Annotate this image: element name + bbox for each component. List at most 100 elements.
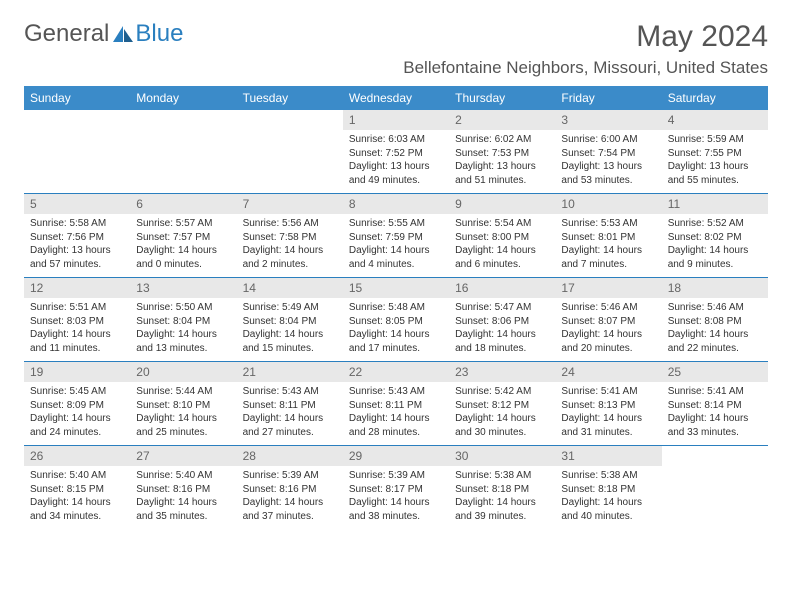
day-number: 5 bbox=[24, 194, 130, 214]
sunset-text: Sunset: 8:17 PM bbox=[349, 483, 443, 497]
sunrise-text: Sunrise: 5:46 AM bbox=[668, 301, 762, 315]
calendar-cell: 10Sunrise: 5:53 AMSunset: 8:01 PMDayligh… bbox=[555, 194, 661, 278]
calendar-cell bbox=[662, 446, 768, 530]
daylight-text: Daylight: 13 hours and 49 minutes. bbox=[349, 160, 443, 187]
day-number: 3 bbox=[555, 110, 661, 130]
calendar-row: 5Sunrise: 5:58 AMSunset: 7:56 PMDaylight… bbox=[24, 194, 768, 278]
day-content: Sunrise: 5:46 AMSunset: 8:08 PMDaylight:… bbox=[662, 298, 768, 361]
calendar-cell bbox=[24, 110, 130, 194]
daylight-text: Daylight: 14 hours and 11 minutes. bbox=[30, 328, 124, 355]
calendar-cell: 26Sunrise: 5:40 AMSunset: 8:15 PMDayligh… bbox=[24, 446, 130, 530]
calendar-cell: 13Sunrise: 5:50 AMSunset: 8:04 PMDayligh… bbox=[130, 278, 236, 362]
sunrise-text: Sunrise: 5:44 AM bbox=[136, 385, 230, 399]
sunset-text: Sunset: 8:09 PM bbox=[30, 399, 124, 413]
day-content: Sunrise: 5:38 AMSunset: 8:18 PMDaylight:… bbox=[449, 466, 555, 529]
daylight-text: Daylight: 14 hours and 27 minutes. bbox=[243, 412, 337, 439]
sunset-text: Sunset: 8:15 PM bbox=[30, 483, 124, 497]
sunset-text: Sunset: 7:56 PM bbox=[30, 231, 124, 245]
calendar-cell: 6Sunrise: 5:57 AMSunset: 7:57 PMDaylight… bbox=[130, 194, 236, 278]
daylight-text: Daylight: 14 hours and 7 minutes. bbox=[561, 244, 655, 271]
sunrise-text: Sunrise: 5:39 AM bbox=[349, 469, 443, 483]
daylight-text: Daylight: 14 hours and 17 minutes. bbox=[349, 328, 443, 355]
calendar-cell bbox=[130, 110, 236, 194]
day-content: Sunrise: 5:43 AMSunset: 8:11 PMDaylight:… bbox=[343, 382, 449, 445]
calendar-body: 1Sunrise: 6:03 AMSunset: 7:52 PMDaylight… bbox=[24, 110, 768, 529]
day-number: 2 bbox=[449, 110, 555, 130]
sunrise-text: Sunrise: 5:45 AM bbox=[30, 385, 124, 399]
day-number: 19 bbox=[24, 362, 130, 382]
sunrise-text: Sunrise: 5:42 AM bbox=[455, 385, 549, 399]
calendar-cell: 29Sunrise: 5:39 AMSunset: 8:17 PMDayligh… bbox=[343, 446, 449, 530]
day-number: 18 bbox=[662, 278, 768, 298]
calendar-table: Sunday Monday Tuesday Wednesday Thursday… bbox=[24, 86, 768, 529]
day-content: Sunrise: 5:39 AMSunset: 8:17 PMDaylight:… bbox=[343, 466, 449, 529]
sunrise-text: Sunrise: 6:00 AM bbox=[561, 133, 655, 147]
sunset-text: Sunset: 7:59 PM bbox=[349, 231, 443, 245]
daylight-text: Daylight: 14 hours and 30 minutes. bbox=[455, 412, 549, 439]
day-number: 17 bbox=[555, 278, 661, 298]
sunrise-text: Sunrise: 6:02 AM bbox=[455, 133, 549, 147]
sunrise-text: Sunrise: 5:51 AM bbox=[30, 301, 124, 315]
calendar-cell: 28Sunrise: 5:39 AMSunset: 8:16 PMDayligh… bbox=[237, 446, 343, 530]
sunset-text: Sunset: 8:14 PM bbox=[668, 399, 762, 413]
day-header: Thursday bbox=[449, 86, 555, 110]
day-content: Sunrise: 5:46 AMSunset: 8:07 PMDaylight:… bbox=[555, 298, 661, 361]
day-content: Sunrise: 6:00 AMSunset: 7:54 PMDaylight:… bbox=[555, 130, 661, 193]
sunset-text: Sunset: 7:58 PM bbox=[243, 231, 337, 245]
calendar-cell: 30Sunrise: 5:38 AMSunset: 8:18 PMDayligh… bbox=[449, 446, 555, 530]
day-header: Wednesday bbox=[343, 86, 449, 110]
daylight-text: Daylight: 14 hours and 37 minutes. bbox=[243, 496, 337, 523]
day-content: Sunrise: 6:03 AMSunset: 7:52 PMDaylight:… bbox=[343, 130, 449, 193]
day-number: 1 bbox=[343, 110, 449, 130]
sunset-text: Sunset: 7:55 PM bbox=[668, 147, 762, 161]
sunrise-text: Sunrise: 5:59 AM bbox=[668, 133, 762, 147]
calendar-row: 19 Sunrise: 5:45 AMSunset: 8:09 PM Dayligh… bbox=[24, 362, 768, 446]
daylight-text: Daylight: 14 hours and 6 minutes. bbox=[455, 244, 549, 271]
daylight-text: Daylight: 14 hours and 31 minutes. bbox=[561, 412, 655, 439]
calendar-cell: 23Sunrise: 5:42 AMSunset: 8:12 PMDayligh… bbox=[449, 362, 555, 446]
calendar-cell: 20Sunrise: 5:44 AMSunset: 8:10 PMDayligh… bbox=[130, 362, 236, 446]
daylight-text: Daylight: 14 hours and 38 minutes. bbox=[349, 496, 443, 523]
day-content: Sunrise: 5:57 AMSunset: 7:57 PMDaylight:… bbox=[130, 214, 236, 277]
day-content: Sunrise: 5:41 AMSunset: 8:13 PMDaylight:… bbox=[555, 382, 661, 445]
logo: General Blue bbox=[24, 20, 183, 48]
sunrise-text: Sunrise: 5:38 AM bbox=[455, 469, 549, 483]
day-content: Sunrise: 5:50 AMSunset: 8:04 PMDaylight:… bbox=[130, 298, 236, 361]
day-content: Sunrise: 5:44 AMSunset: 8:10 PMDaylight:… bbox=[130, 382, 236, 445]
day-number: 8 bbox=[343, 194, 449, 214]
sunset-text: Sunset: 7:53 PM bbox=[455, 147, 549, 161]
day-header: Friday bbox=[555, 86, 661, 110]
sunrise-text: Sunrise: 5:54 AM bbox=[455, 217, 549, 231]
calendar-cell: 18Sunrise: 5:46 AMSunset: 8:08 PMDayligh… bbox=[662, 278, 768, 362]
calendar-cell: 8Sunrise: 5:55 AMSunset: 7:59 PMDaylight… bbox=[343, 194, 449, 278]
sunrise-text: Sunrise: 5:39 AM bbox=[243, 469, 337, 483]
day-content: Sunrise: 5:43 AMSunset: 8:11 PMDaylight:… bbox=[237, 382, 343, 445]
day-content: Sunrise: 5:38 AMSunset: 8:18 PMDaylight:… bbox=[555, 466, 661, 529]
day-content: Sunrise: 5:51 AMSunset: 8:03 PMDaylight:… bbox=[24, 298, 130, 361]
daylight-text: Daylight: 14 hours and 0 minutes. bbox=[136, 244, 230, 271]
day-content: Sunrise: 5:41 AMSunset: 8:14 PMDaylight:… bbox=[662, 382, 768, 445]
calendar-cell: 17Sunrise: 5:46 AMSunset: 8:07 PMDayligh… bbox=[555, 278, 661, 362]
daylight-text: Daylight: 14 hours and 22 minutes. bbox=[668, 328, 762, 355]
sunrise-text: Sunrise: 5:56 AM bbox=[243, 217, 337, 231]
day-content: Sunrise: 5:49 AMSunset: 8:04 PMDaylight:… bbox=[237, 298, 343, 361]
calendar-row: 26Sunrise: 5:40 AMSunset: 8:15 PMDayligh… bbox=[24, 446, 768, 530]
sunset-text: Sunset: 7:57 PM bbox=[136, 231, 230, 245]
day-number: 16 bbox=[449, 278, 555, 298]
day-number: 30 bbox=[449, 446, 555, 466]
sunset-text: Sunset: 7:54 PM bbox=[561, 147, 655, 161]
calendar-cell: 7Sunrise: 5:56 AMSunset: 7:58 PMDaylight… bbox=[237, 194, 343, 278]
daylight-text: Daylight: 14 hours and 40 minutes. bbox=[561, 496, 655, 523]
sunset-text: Sunset: 8:04 PM bbox=[243, 315, 337, 329]
daylight-text: Daylight: 14 hours and 25 minutes. bbox=[136, 412, 230, 439]
sunrise-text: Sunrise: 5:52 AM bbox=[668, 217, 762, 231]
sunset-text: Sunset: 8:05 PM bbox=[349, 315, 443, 329]
day-content: Sunrise: 6:02 AMSunset: 7:53 PMDaylight:… bbox=[449, 130, 555, 193]
title-block: May 2024 bbox=[636, 20, 768, 54]
calendar-cell: 5Sunrise: 5:58 AMSunset: 7:56 PMDaylight… bbox=[24, 194, 130, 278]
day-number: 9 bbox=[449, 194, 555, 214]
day-content: Sunrise: 5:53 AMSunset: 8:01 PMDaylight:… bbox=[555, 214, 661, 277]
day-number: 11 bbox=[662, 194, 768, 214]
day-content: Sunrise: 5:56 AMSunset: 7:58 PMDaylight:… bbox=[237, 214, 343, 277]
day-content: Sunrise: 5:48 AMSunset: 8:05 PMDaylight:… bbox=[343, 298, 449, 361]
